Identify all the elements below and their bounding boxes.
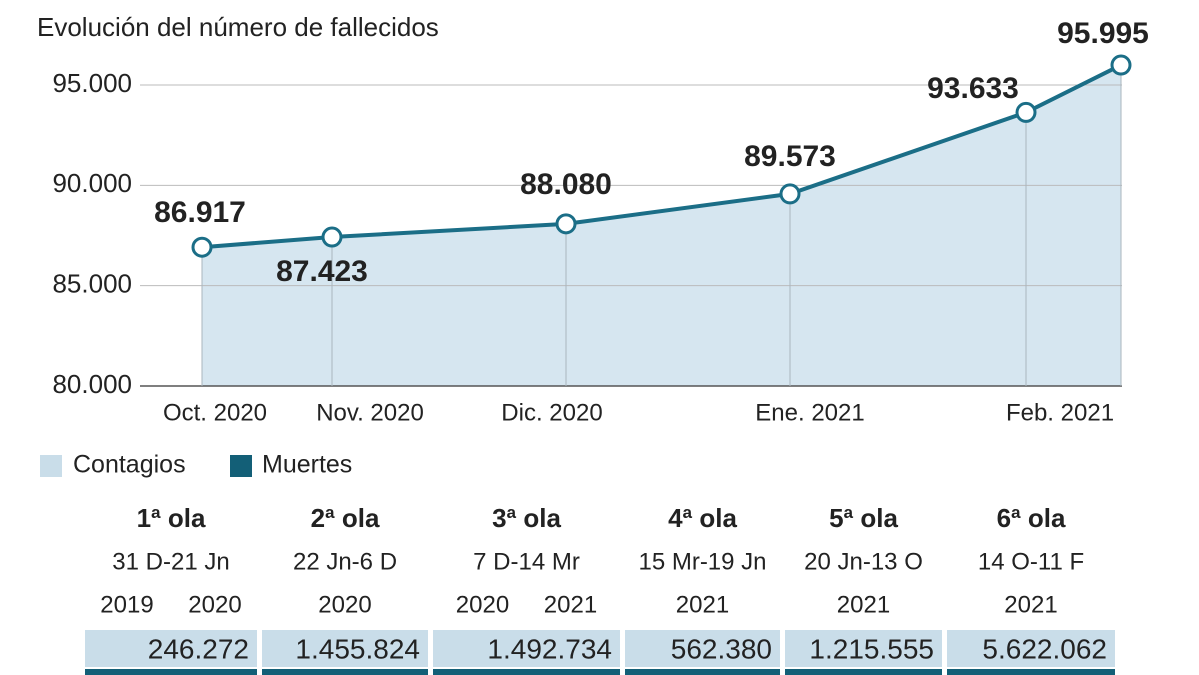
value-label: 86.917: [154, 196, 246, 229]
muertes-cell: [262, 669, 428, 675]
y-tick-label: 90.000: [52, 168, 132, 198]
contagios-cell: [433, 630, 620, 667]
value-label: 93.633: [927, 72, 1019, 105]
wave-year: 2021: [544, 591, 597, 618]
wave-range: 15 Mr-19 Jn: [638, 548, 766, 575]
area: [202, 65, 1121, 387]
muertes-cell: [947, 669, 1115, 675]
wave-year: 2020: [188, 591, 241, 618]
wave-header: 2ª ola: [311, 503, 380, 533]
x-tick-label: Dic. 2020: [501, 399, 602, 426]
contagios-value: 1.215.555: [809, 633, 934, 664]
wave-year: 2019: [100, 591, 153, 618]
wave-year: 2020: [318, 591, 371, 618]
wave-range: 22 Jn-6 D: [293, 548, 397, 575]
wave-range: 7 D-14 Mr: [473, 548, 580, 575]
contagios-cell: [947, 630, 1115, 667]
contagios-cell: [262, 630, 428, 667]
legend-label: Contagios: [73, 451, 186, 479]
contagios-value: 562.380: [671, 633, 772, 664]
contagios-value: 1.492.734: [487, 633, 612, 664]
muertes-cell: [625, 669, 780, 675]
muertes-cell: [85, 669, 257, 675]
wave-year: 2020: [456, 591, 509, 618]
wave-header: 5ª ola: [829, 503, 898, 533]
y-tick-label: 95.000: [52, 68, 132, 98]
wave-range: 31 D-21 Jn: [112, 548, 229, 575]
point: [555, 213, 577, 235]
wave-year: 2021: [837, 591, 890, 618]
x-tick-label: Nov. 2020: [316, 399, 424, 426]
wave-year: 2021: [1004, 591, 1057, 618]
muertes-cell: [433, 669, 620, 675]
contagios-cell: [785, 630, 942, 667]
point: [1110, 54, 1132, 76]
legend-swatch: [230, 455, 252, 477]
contagios-cell: [85, 630, 257, 667]
wave-header: 3ª ola: [492, 503, 561, 533]
value-label: 88.080: [520, 168, 612, 201]
x-tick-label: Feb. 2021: [1006, 399, 1114, 426]
y-tick-label: 80.000: [52, 369, 132, 399]
contagios-cell: [625, 630, 780, 667]
line: [201, 63, 1122, 250]
point: [321, 226, 343, 248]
legend-swatch: [40, 455, 62, 477]
contagios-value: 1.455.824: [295, 633, 420, 664]
point: [779, 183, 801, 205]
wave-range: 20 Jn-13 O: [804, 548, 923, 575]
muertes-cell: [785, 669, 942, 675]
value-label: 89.573: [744, 140, 836, 173]
contagios-value: 246.272: [148, 633, 249, 664]
legend-label: Muertes: [262, 451, 352, 479]
wave-range: 14 O-11 F: [978, 548, 1084, 575]
point: [191, 236, 213, 258]
wave-header: 6ª ola: [997, 503, 1066, 533]
wave-header: 1ª ola: [137, 503, 206, 533]
contagios-value: 5.622.062: [982, 633, 1107, 664]
y-tick-label: 85.000: [52, 269, 132, 299]
value-label: 95.995: [1057, 17, 1149, 50]
point: [1015, 101, 1037, 123]
chart-subtitle: Evolución del número de fallecidos: [37, 12, 439, 42]
x-tick-label: Ene. 2021: [755, 399, 864, 426]
wave-header: 4ª ola: [668, 503, 737, 533]
wave-year: 2021: [676, 591, 729, 618]
value-label: 87.423: [276, 255, 368, 288]
x-tick-label: Oct. 2020: [163, 399, 267, 426]
